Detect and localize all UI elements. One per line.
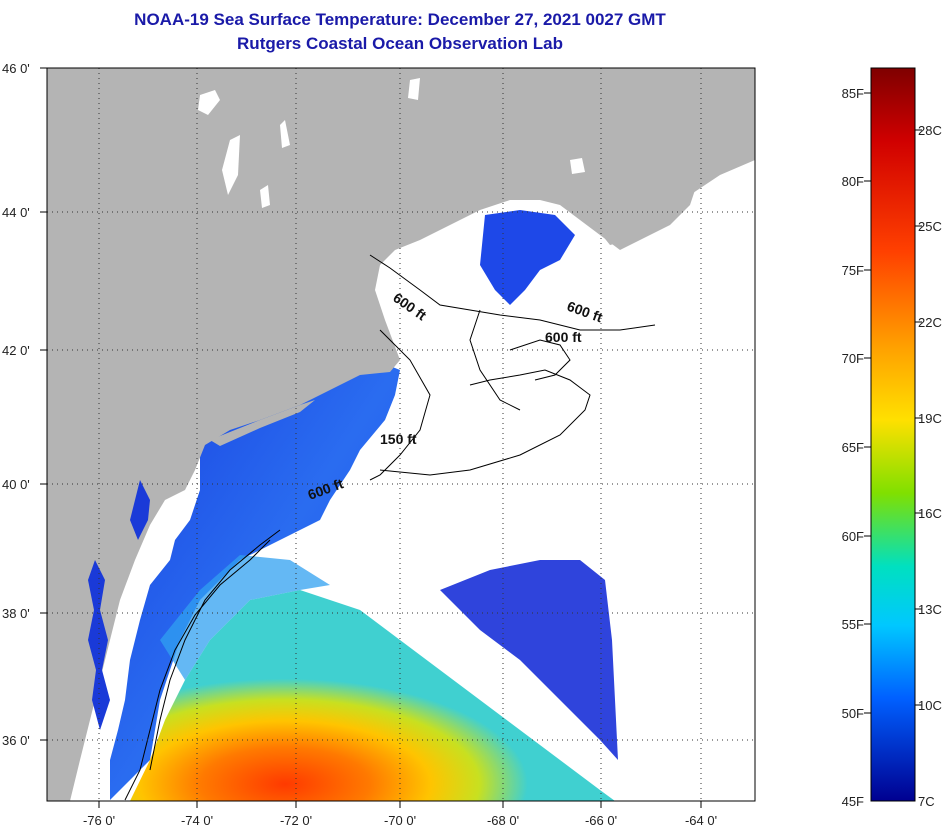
colorbar-label-65f: 65F — [842, 440, 864, 455]
contour-label-600ft-georges: 600 ft — [545, 329, 582, 345]
colorbar-label-75f: 75F — [842, 263, 864, 278]
lon-label-66: -66 0' — [585, 813, 617, 828]
colorbar-label-45f: 45F — [842, 794, 864, 809]
colorbar-ticks — [864, 92, 922, 714]
land-mainland — [47, 68, 755, 801]
colorbar — [870, 67, 916, 802]
colorbar-label-22c: 22C — [918, 315, 942, 330]
lon-label-72: -72 0' — [280, 813, 312, 828]
land-long-island — [210, 400, 315, 446]
lon-label-64: -64 0' — [685, 813, 717, 828]
lat-label-42: 42 0' — [2, 343, 30, 358]
map-grid — [47, 68, 755, 801]
lakes — [198, 78, 585, 208]
lon-label-70: -70 0' — [384, 813, 416, 828]
land-nova-scotia — [590, 125, 755, 245]
delaware-bay — [130, 480, 150, 540]
contour-label-150ft: 150 ft — [380, 431, 417, 447]
chesapeake-bay — [88, 560, 110, 730]
lat-label-38: 38 0' — [2, 606, 30, 621]
map-subtitle: Rutgers Coastal Ocean Observation Lab — [237, 34, 563, 53]
lat-label-44: 44 0' — [2, 205, 30, 220]
lon-label-68: -68 0' — [487, 813, 519, 828]
warm-water — [130, 590, 615, 801]
colorbar-label-7c: 7C — [918, 794, 935, 809]
shelf-water — [110, 362, 400, 800]
colorbar-label-80f: 80F — [842, 174, 864, 189]
lon-label-76: -76 0' — [83, 813, 115, 828]
colorbar-label-10c: 10C — [918, 698, 942, 713]
offshore-patch — [440, 560, 618, 760]
colorbar-label-55f: 55F — [842, 617, 864, 632]
colorbar-label-16c: 16C — [918, 506, 942, 521]
colorbar-label-50f: 50F — [842, 706, 864, 721]
map-title: NOAA-19 Sea Surface Temperature: Decembe… — [134, 10, 666, 29]
transition-band — [160, 555, 330, 680]
lon-label-74: -74 0' — [181, 813, 213, 828]
lat-label-40: 40 0' — [2, 477, 30, 492]
colorbar-label-60f: 60F — [842, 529, 864, 544]
lat-label-46: 46 0' — [2, 61, 30, 76]
colorbar-label-85f: 85F — [842, 86, 864, 101]
colorbar-label-13c: 13C — [918, 602, 942, 617]
colorbar-label-19c: 19C — [918, 411, 942, 426]
plot-frame — [46, 67, 756, 802]
colorbar-label-28c: 28C — [918, 123, 942, 138]
lat-label-36: 36 0' — [2, 733, 30, 748]
axis-ticks — [40, 67, 702, 808]
colorbar-label-25c: 25C — [918, 219, 942, 234]
gulf-of-maine-patch — [480, 210, 575, 305]
bathymetry-contours — [124, 254, 656, 801]
colorbar-label-70f: 70F — [842, 351, 864, 366]
